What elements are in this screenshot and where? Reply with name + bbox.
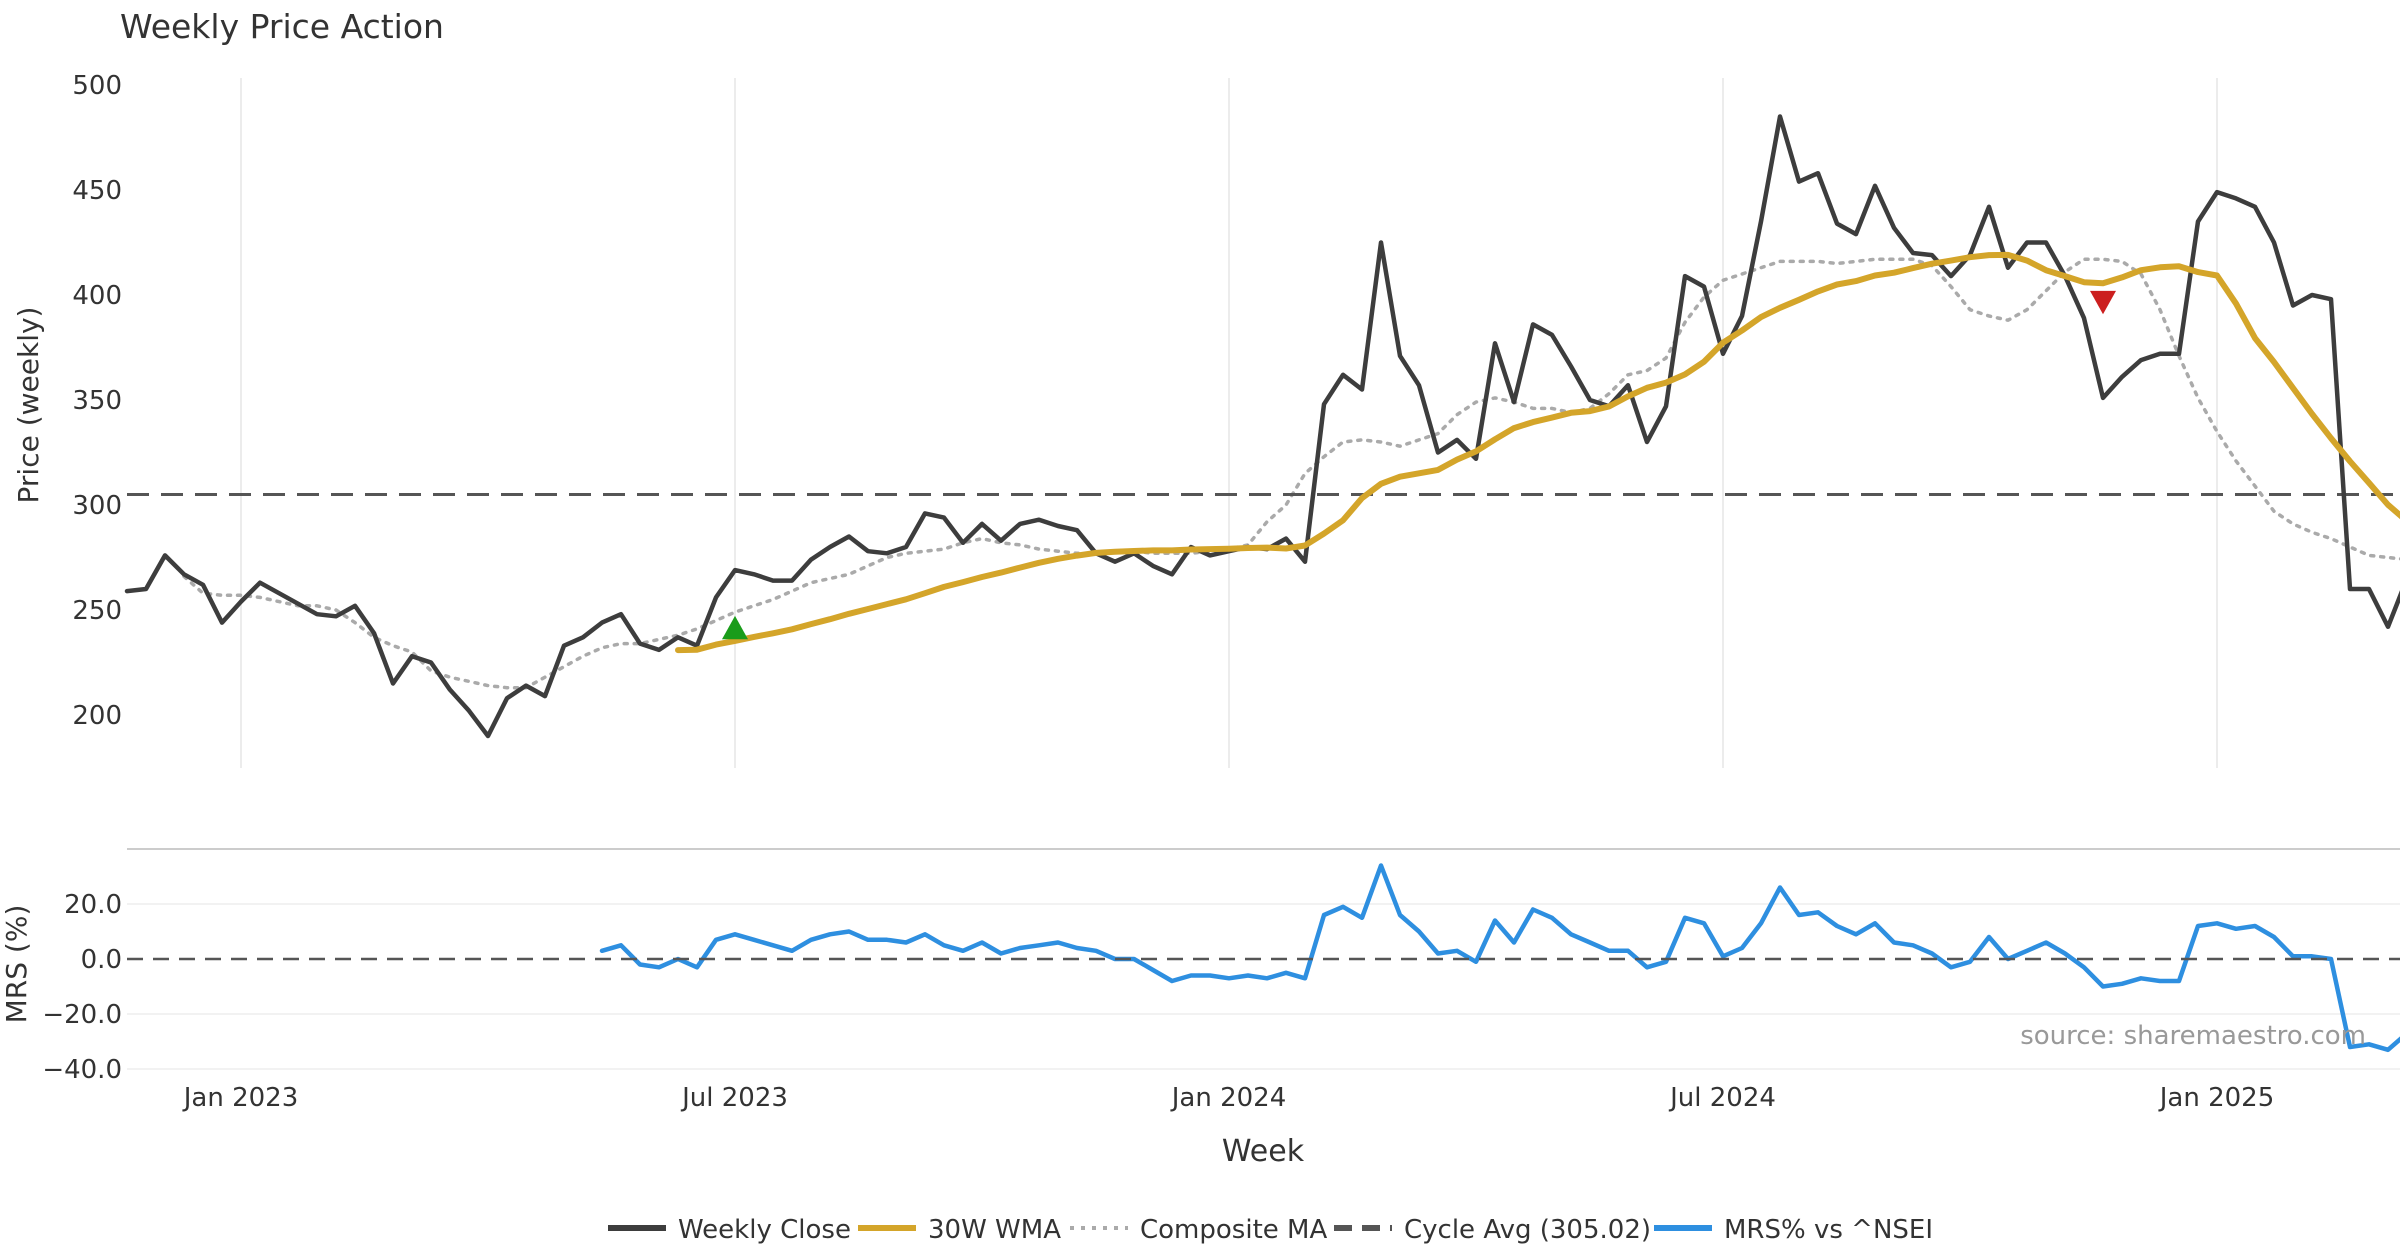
price-y-tick-label: 350 [72, 386, 122, 416]
x-tick-label: Jan 2025 [2158, 1083, 2275, 1113]
mrs-y-axis-label: MRS (%) [0, 905, 33, 1024]
mrs-y-axis: 20.0 0.0 −20.0 −40.0 [42, 890, 122, 1085]
legend-label: Composite MA [1140, 1215, 1327, 1245]
price-y-tick-label: 450 [72, 176, 122, 206]
legend: Weekly Close 30W WMA Composite MA Cycle Avg… [608, 1215, 1933, 1245]
legend-item-mrs-vs-nsei: MRS% vs ^NSEI [1654, 1215, 1933, 1245]
mrs-grid [127, 903, 2400, 1070]
series-composite-ma [182, 257, 2400, 690]
x-axis-label: Week [1222, 1134, 1305, 1169]
x-axis: Jan 2023 Jul 2023 Jan 2024 Jul 2024 Jan 2025… [182, 1083, 2275, 1113]
price-y-axis: 200 250 300 350 400 450 500 [72, 71, 122, 731]
mrs-y-tick-label: 0.0 [81, 945, 122, 975]
legend-item-weekly-close: Weekly Close [608, 1215, 851, 1245]
x-tick-label: Jan 2023 [182, 1083, 299, 1113]
price-y-axis-label: Price (weekly) [12, 307, 45, 504]
legend-label: Cycle Avg (305.02) [1404, 1215, 1651, 1245]
price-y-tick-label: 250 [72, 596, 122, 626]
x-tick-label: Jul 2023 [680, 1083, 788, 1113]
series-mrs-vs-nsei [599, 863, 2400, 1053]
legend-label: Weekly Close [678, 1215, 851, 1245]
series-30w-wma [675, 251, 2400, 654]
chart-title: Weekly Price Action [120, 7, 444, 46]
price-y-tick-label: 500 [72, 71, 122, 101]
signal-markers [722, 290, 2116, 640]
mrs-y-tick-label: −40.0 [42, 1055, 122, 1085]
legend-label: 30W WMA [928, 1215, 1061, 1245]
price-y-tick-label: 200 [72, 701, 122, 731]
price-y-tick-label: 400 [72, 281, 122, 311]
x-tick-label: Jul 2024 [1668, 1083, 1776, 1113]
legend-item-cycle-avg-305-02: Cycle Avg (305.02) [1334, 1215, 1651, 1245]
mrs-series [127, 863, 2400, 1053]
legend-item-30w-wma: 30W WMA [858, 1215, 1061, 1245]
price-series [124, 114, 2400, 739]
legend-label: MRS% vs ^NSEI [1724, 1215, 1933, 1245]
price-panel: 200 250 300 350 400 450 500 [72, 71, 2400, 768]
buy-signal-marker [722, 615, 748, 640]
source-text: source: sharemaestro.com [2020, 1021, 2366, 1051]
legend-item-composite-ma: Composite MA [1070, 1215, 1327, 1245]
series-weekly-close [124, 114, 2400, 739]
mrs-y-tick-label: 20.0 [64, 890, 122, 920]
mrs-panel: 20.0 0.0 −20.0 −40.0 [42, 863, 2400, 1085]
price-y-tick-label: 300 [72, 491, 122, 521]
x-tick-label: Jan 2024 [1170, 1083, 1287, 1113]
mrs-y-tick-label: −20.0 [42, 1000, 122, 1030]
sell-signal-marker [2090, 290, 2116, 315]
